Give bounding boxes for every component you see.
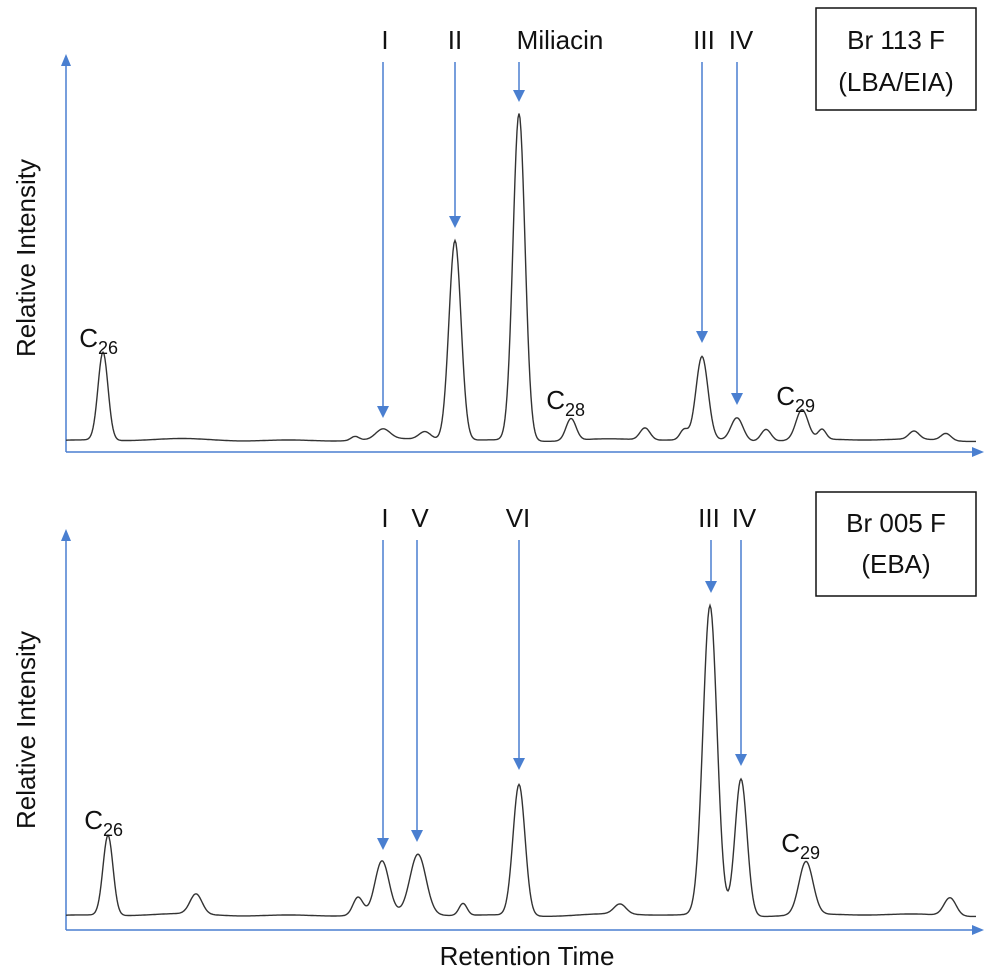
compound-label: C [781, 828, 800, 858]
compound-label: C [79, 323, 98, 353]
peak-label: Miliacin [517, 25, 604, 55]
sample-type: (EBA) [861, 549, 930, 579]
peak-label: I [381, 25, 388, 55]
axis-head [61, 529, 71, 541]
peak-label: III [693, 25, 715, 55]
axis-head [972, 447, 984, 457]
arrow-head [377, 838, 389, 850]
arrow-head [731, 393, 743, 405]
chromatogram-trace [66, 603, 976, 918]
arrow-head [377, 406, 389, 418]
compound-subscript: 29 [795, 396, 815, 416]
peak-label: IV [729, 25, 754, 55]
compound-label: C [546, 385, 565, 415]
x-axis-label: Retention Time [440, 941, 615, 971]
compound-label: C [84, 805, 103, 835]
sample-box [815, 491, 977, 597]
arrow-head [735, 754, 747, 766]
compound-subscript: 26 [103, 820, 123, 840]
arrow-head [449, 216, 461, 228]
compound-label: C [776, 381, 795, 411]
chromatogram-trace [66, 113, 976, 443]
peak-label: II [448, 25, 462, 55]
peak-label: I [381, 503, 388, 533]
arrow-head [411, 830, 423, 842]
compound-subscript: 29 [800, 843, 820, 863]
axis-head [972, 925, 984, 935]
y-axis-label: Relative Intensity [11, 631, 41, 829]
sample-name: Br 113 F [847, 25, 945, 55]
compound-subscript: 28 [565, 400, 585, 420]
arrow-head [696, 331, 708, 343]
arrow-head [513, 90, 525, 102]
arrow-head [705, 581, 717, 593]
peak-label: III [698, 503, 720, 533]
sample-box [815, 7, 977, 111]
sample-type: (LBA/EIA) [838, 67, 954, 97]
axis-head [61, 54, 71, 66]
peak-label: IV [732, 503, 757, 533]
compound-subscript: 26 [98, 338, 118, 358]
peak-label: VI [506, 503, 531, 533]
arrow-head [513, 758, 525, 770]
peak-label: V [411, 503, 429, 533]
sample-name: Br 005 F [846, 508, 946, 538]
y-axis-label: Relative Intensity [11, 159, 41, 357]
